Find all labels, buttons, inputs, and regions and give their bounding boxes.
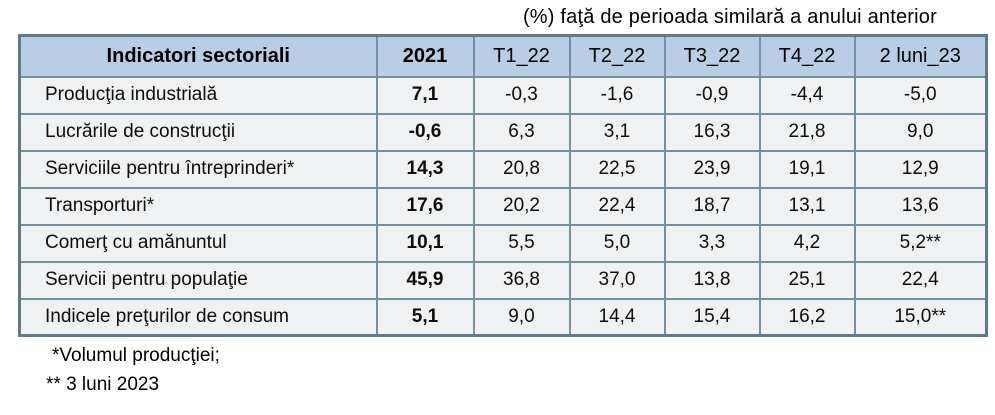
table-row: Lucrările de construcţii -0,6 6,3 3,1 16… bbox=[18, 112, 988, 152]
table-row: Serviciile pentru întreprinderi* 14,3 20… bbox=[18, 149, 988, 189]
value-cell: 22,4 bbox=[853, 260, 988, 300]
header-row: Indicatori sectoriali 2021 T1_22 T2_22 T… bbox=[18, 34, 988, 78]
value-cell: -4,4 bbox=[758, 75, 856, 115]
value-cell: 16,2 bbox=[758, 297, 856, 337]
value-cell: 3,3 bbox=[663, 223, 761, 263]
row-label: Serviciile pentru întreprinderi* bbox=[18, 149, 378, 189]
footnotes: *Volumul producţiei; ** 3 luni 2023 bbox=[0, 345, 995, 396]
value-cell: 20,8 bbox=[472, 149, 571, 189]
value-cell: -1,6 bbox=[568, 75, 666, 115]
value-cell: 13,1 bbox=[758, 186, 856, 226]
value-cell: 3,1 bbox=[568, 112, 666, 152]
value-cell: 5,0 bbox=[568, 223, 666, 263]
header-t4-22: T4_22 bbox=[758, 34, 856, 78]
value-cell: 18,7 bbox=[663, 186, 761, 226]
row-label: Transporturi* bbox=[18, 186, 378, 226]
value-cell: 13,8 bbox=[663, 260, 761, 300]
header-t1-22: T1_22 bbox=[472, 34, 571, 78]
table-row: Servicii pentru populaţie 45,9 36,8 37,0… bbox=[18, 260, 988, 300]
value-cell: 5,2** bbox=[853, 223, 988, 263]
header-indicatori: Indicatori sectoriali bbox=[18, 34, 378, 78]
table-row: Producţia industrială 7,1 -0,3 -1,6 -0,9… bbox=[18, 75, 988, 115]
footnote-volumul-productiei: *Volumul producţiei; bbox=[52, 345, 220, 366]
value-cell: 13,6 bbox=[853, 186, 988, 226]
value-cell: 22,4 bbox=[568, 186, 666, 226]
row-label: Indicele preţurilor de consum bbox=[18, 297, 378, 337]
table-row: Transporturi* 17,6 20,2 22,4 18,7 13,1 1… bbox=[18, 186, 988, 226]
row-label: Producţia industrială bbox=[18, 75, 378, 115]
table-title: (%) faţă de perioada similară a anului a… bbox=[522, 6, 937, 28]
value-cell: 15,0** bbox=[853, 297, 988, 337]
value-cell: 5,1 bbox=[375, 297, 475, 337]
value-cell: 20,2 bbox=[472, 186, 571, 226]
value-cell: 36,8 bbox=[472, 260, 571, 300]
footnote-3-luni-2023: ** 3 luni 2023 bbox=[46, 374, 160, 395]
value-cell: 16,3 bbox=[663, 112, 761, 152]
value-cell: 10,1 bbox=[375, 223, 475, 263]
value-cell: 22,5 bbox=[568, 149, 666, 189]
value-cell: 14,3 bbox=[375, 149, 475, 189]
value-cell: 6,3 bbox=[472, 112, 571, 152]
value-cell: 25,1 bbox=[758, 260, 856, 300]
value-cell: 21,8 bbox=[758, 112, 856, 152]
sector-indicators-table: Indicatori sectoriali 2021 T1_22 T2_22 T… bbox=[18, 34, 988, 337]
value-cell: 4,2 bbox=[758, 223, 856, 263]
row-label: Servicii pentru populaţie bbox=[18, 260, 378, 300]
value-cell: 17,6 bbox=[375, 186, 475, 226]
value-cell: -0,3 bbox=[472, 75, 571, 115]
value-cell: 14,4 bbox=[568, 297, 666, 337]
value-cell: 12,9 bbox=[853, 149, 988, 189]
value-cell: -5,0 bbox=[853, 75, 988, 115]
header-2021: 2021 bbox=[375, 34, 475, 78]
value-cell: 19,1 bbox=[758, 149, 856, 189]
value-cell: 9,0 bbox=[472, 297, 571, 337]
header-t3-22: T3_22 bbox=[663, 34, 761, 78]
table-row: Indicele preţurilor de consum 5,1 9,0 14… bbox=[18, 297, 988, 337]
table-row: Comerţ cu amănuntul 10,1 5,5 5,0 3,3 4,2… bbox=[18, 223, 988, 263]
row-label: Comerţ cu amănuntul bbox=[18, 223, 378, 263]
value-cell: -0,6 bbox=[375, 112, 475, 152]
header-2luni-23: 2 luni_23 bbox=[853, 34, 988, 78]
value-cell: 45,9 bbox=[375, 260, 475, 300]
row-label: Lucrările de construcţii bbox=[18, 112, 378, 152]
value-cell: 15,4 bbox=[663, 297, 761, 337]
value-cell: 37,0 bbox=[568, 260, 666, 300]
header-t2-22: T2_22 bbox=[568, 34, 666, 78]
value-cell: 23,9 bbox=[663, 149, 761, 189]
value-cell: 5,5 bbox=[472, 223, 571, 263]
value-cell: 9,0 bbox=[853, 112, 988, 152]
value-cell: 7,1 bbox=[375, 75, 475, 115]
value-cell: -0,9 bbox=[663, 75, 761, 115]
